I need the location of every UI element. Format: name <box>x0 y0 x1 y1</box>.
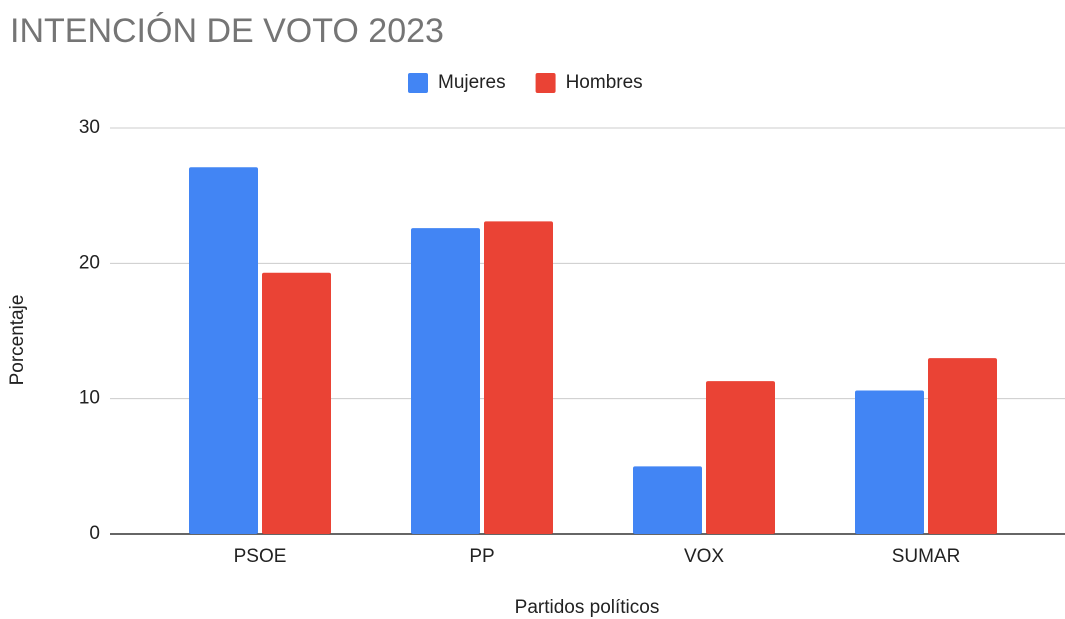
x-tick-label: PSOE <box>234 546 287 567</box>
y-tick-label: 30 <box>79 117 100 138</box>
y-tick-label: 10 <box>79 388 100 409</box>
x-tick-label: SUMAR <box>892 546 961 567</box>
bar <box>411 228 480 534</box>
legend-swatch <box>535 73 556 93</box>
bar <box>633 466 702 534</box>
legend-swatch <box>408 73 428 93</box>
legend-label: Hombres <box>566 72 643 93</box>
y-tick-label: 20 <box>79 252 100 273</box>
x-tick-label: VOX <box>684 546 724 567</box>
bar <box>706 381 775 534</box>
chart-title: INTENCIÓN DE VOTO 2023 <box>10 12 444 50</box>
bar <box>484 221 553 534</box>
x-axis-label: Partidos políticos <box>515 597 660 618</box>
bar <box>262 272 331 534</box>
bar <box>928 358 997 534</box>
y-axis-label: Porcentaje <box>7 295 28 386</box>
x-tick-label: PP <box>469 546 494 567</box>
bar <box>189 167 258 534</box>
y-tick-label: 0 <box>89 523 100 544</box>
bar <box>855 390 924 534</box>
legend-label: Mujeres <box>438 72 506 93</box>
